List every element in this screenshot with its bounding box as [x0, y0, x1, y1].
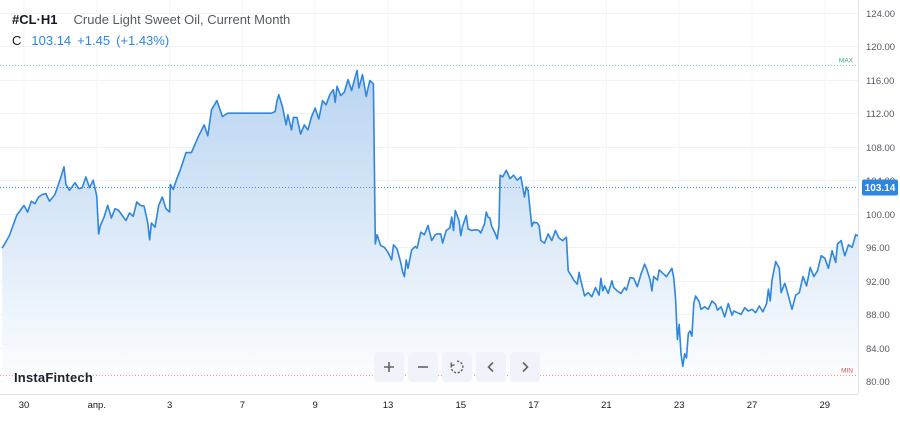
zoom-out-button[interactable] [408, 352, 438, 382]
y-tick-label: 88.00 [866, 310, 890, 321]
x-tick-label: 13 [383, 400, 394, 411]
y-tick-label: 112.00 [866, 109, 894, 120]
chart-toolbar [374, 352, 540, 382]
chevron-left-icon [487, 361, 494, 373]
x-tick-label: 27 [747, 400, 758, 411]
x-tick-label: 3 [167, 400, 172, 411]
current-price-label: 103.14 [865, 183, 896, 194]
x-tick-label: апр. [88, 400, 106, 411]
x-tick-label: 29 [820, 400, 831, 411]
price-area-fill [2, 70, 858, 394]
minus-icon [418, 366, 428, 368]
x-tick-label: 9 [313, 400, 318, 411]
y-tick-label: 96.00 [866, 243, 890, 254]
reset-icon [450, 360, 464, 374]
x-tick-label: 30 [19, 400, 30, 411]
y-tick-label: 100.00 [866, 210, 895, 221]
y-tick-label: 124.00 [866, 9, 895, 20]
y-tick-label: 108.00 [866, 143, 895, 154]
chart-legend: #CL·H1 Crude Light Sweet Oil, Current Mo… [12, 9, 290, 51]
x-axis: 30 апр. 3 7 9 13 15 17 21 23 27 29 [19, 400, 830, 411]
change-value: +1.45 [77, 33, 111, 48]
y-axis: 124.00120.00116.00112.00108.00104.00100.… [866, 9, 895, 388]
close-value: 103.14 [31, 33, 72, 48]
chevron-right-icon [522, 361, 529, 373]
max-label: MAX [839, 57, 854, 64]
current-price-badge [862, 179, 898, 196]
y-tick-label: 84.00 [866, 344, 890, 355]
x-tick-label: 17 [528, 400, 539, 411]
zoom-in-button[interactable] [374, 352, 404, 382]
symbol-description: Crude Light Sweet Oil, Current Month [73, 12, 291, 27]
price-line [1, 69, 858, 368]
x-tick-label: 7 [240, 400, 245, 411]
instafintech-logo: InstaFintech [14, 370, 93, 385]
y-tick-label: 92.00 [866, 277, 890, 288]
reset-zoom-button[interactable] [442, 352, 472, 382]
x-tick-label: 15 [456, 400, 467, 411]
y-tick-label: 120.00 [866, 42, 895, 53]
chart-markers: MAX MIN 103.14 [839, 57, 898, 375]
min-label: MIN [841, 368, 853, 375]
close-label: C [12, 33, 22, 48]
y-tick-label: 80.00 [866, 377, 890, 388]
scroll-back-button[interactable] [476, 352, 506, 382]
plus-icon [384, 362, 394, 372]
change-percent: (+1.43%) [116, 33, 170, 48]
symbol-name[interactable]: #CL·H1 [12, 12, 58, 27]
scroll-forward-button[interactable] [510, 352, 540, 382]
y-tick-label: 116.00 [866, 76, 894, 87]
chart-plot-area [0, 64, 858, 394]
x-tick-label: 21 [601, 400, 612, 411]
x-tick-label: 23 [674, 400, 685, 411]
